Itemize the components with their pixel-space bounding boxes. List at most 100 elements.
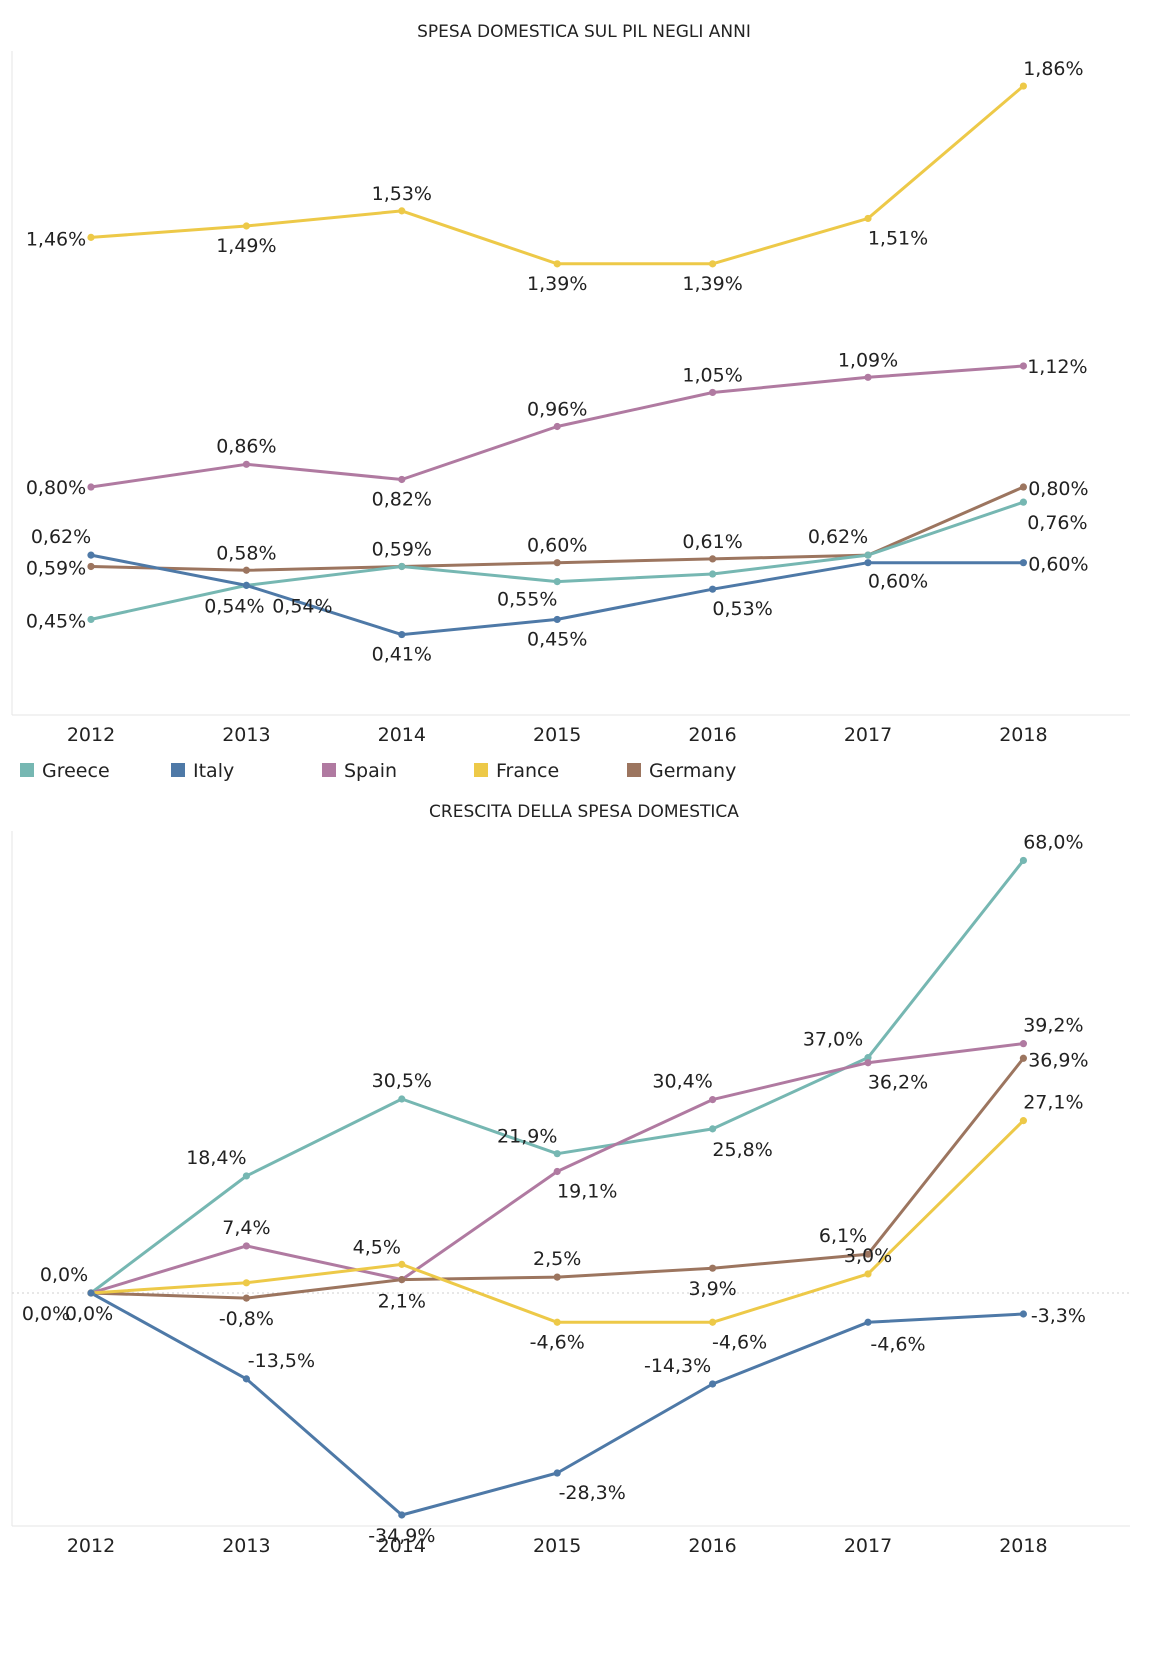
data-label: 39,2% bbox=[1023, 1015, 1083, 1037]
data-point-france bbox=[398, 207, 406, 215]
data-label: -28,3% bbox=[559, 1482, 626, 1504]
data-label: -14,3% bbox=[644, 1355, 711, 1377]
legend-item-greece: Greece bbox=[20, 760, 110, 782]
data-point-greece bbox=[398, 1095, 406, 1103]
x-tick-label: 2016 bbox=[688, 724, 736, 746]
data-point-germany bbox=[709, 555, 717, 563]
x-tick-label: 2014 bbox=[378, 1535, 426, 1557]
data-label: 1,46% bbox=[26, 228, 86, 250]
data-label: 30,4% bbox=[652, 1071, 712, 1093]
data-label: -34,9% bbox=[368, 1525, 435, 1547]
data-label: 36,9% bbox=[1028, 1049, 1088, 1071]
data-point-italy bbox=[87, 1289, 95, 1297]
x-tick-label: 2017 bbox=[844, 1535, 892, 1557]
x-tick-label: 2013 bbox=[222, 724, 270, 746]
chart-spesa-pil: SPESA DOMESTICA SUL PIL NEGLI ANNI 2012 20… bbox=[11, 22, 1130, 746]
legend-item-germany: Germany bbox=[627, 760, 736, 782]
data-point-spain bbox=[864, 373, 872, 381]
data-point-germany bbox=[1019, 483, 1027, 491]
data-point-germany bbox=[553, 1273, 561, 1281]
data-point-france bbox=[242, 222, 250, 230]
legend-item-spain: Spain bbox=[322, 760, 397, 782]
data-label: 3,9% bbox=[688, 1278, 736, 1300]
data-point-spain bbox=[398, 475, 406, 484]
data-label: 0,0% bbox=[22, 1303, 70, 1325]
data-label: 0,60% bbox=[868, 571, 928, 593]
data-label: 2,1% bbox=[378, 1291, 426, 1313]
data-label: 1,51% bbox=[868, 227, 928, 249]
data-label: 0,58% bbox=[216, 542, 276, 564]
data-label: 3,0% bbox=[844, 1245, 892, 1267]
data-label: 0,62% bbox=[808, 526, 868, 548]
data-point-spain bbox=[864, 1059, 872, 1067]
data-point-france bbox=[1019, 82, 1027, 90]
data-label: -4,6% bbox=[712, 1331, 767, 1353]
data-label: 30,5% bbox=[372, 1070, 432, 1092]
data-label: 1,86% bbox=[1023, 58, 1083, 80]
data-label: 0,76% bbox=[1027, 512, 1087, 534]
data-point-spain bbox=[242, 1242, 250, 1250]
legend-label: Italy bbox=[193, 760, 234, 782]
data-label: 7,4% bbox=[222, 1217, 270, 1239]
data-point-greece bbox=[242, 1172, 250, 1180]
data-label: 21,9% bbox=[497, 1126, 557, 1148]
data-point-italy bbox=[398, 1511, 406, 1519]
data-point-greece bbox=[1019, 856, 1027, 865]
data-label: 0,60% bbox=[1028, 554, 1088, 576]
legend-swatch bbox=[627, 763, 641, 777]
data-point-italy bbox=[87, 551, 95, 559]
legend-swatch bbox=[171, 763, 185, 777]
data-point-italy bbox=[709, 1380, 717, 1388]
data-label: 0,80% bbox=[1028, 478, 1088, 500]
legend-swatch bbox=[20, 763, 34, 777]
data-point-greece bbox=[553, 578, 561, 586]
legend-swatch bbox=[322, 763, 336, 777]
data-point-italy bbox=[242, 581, 250, 589]
chart-title: SPESA DOMESTICA SUL PIL NEGLI ANNI bbox=[417, 22, 751, 42]
data-point-france bbox=[864, 1270, 872, 1278]
legend-swatch bbox=[474, 763, 488, 777]
data-point-france bbox=[398, 1260, 406, 1268]
data-point-italy bbox=[1019, 1310, 1027, 1318]
legend-label: Greece bbox=[42, 760, 110, 782]
data-label: 0,96% bbox=[527, 399, 587, 421]
data-point-spain bbox=[553, 422, 561, 431]
data-point-germany bbox=[553, 559, 561, 567]
x-tick-label: 2016 bbox=[688, 1535, 736, 1557]
data-point-greece bbox=[398, 562, 406, 571]
data-label: 0,62% bbox=[31, 526, 91, 548]
data-point-italy bbox=[1019, 559, 1027, 567]
data-label: 0,0% bbox=[65, 1303, 113, 1325]
data-point-spain bbox=[87, 483, 95, 491]
data-label: 0,53% bbox=[712, 598, 772, 620]
data-label: 0,55% bbox=[497, 589, 557, 611]
x-tick-label: 2014 bbox=[378, 724, 426, 746]
data-point-germany bbox=[242, 566, 250, 574]
data-label: 19,1% bbox=[557, 1181, 617, 1203]
data-label: 0,80% bbox=[26, 477, 86, 499]
data-label: 25,8% bbox=[712, 1139, 772, 1161]
data-label: 1,49% bbox=[216, 235, 276, 257]
data-point-greece bbox=[864, 551, 872, 559]
data-label: 1,39% bbox=[527, 273, 587, 295]
data-point-italy bbox=[242, 1375, 250, 1383]
x-tick-label: 2012 bbox=[67, 1535, 115, 1557]
x-tick-label: 2015 bbox=[533, 724, 581, 746]
data-point-spain bbox=[709, 1096, 717, 1104]
legend-item-italy: Italy bbox=[171, 760, 234, 782]
data-point-spain bbox=[1019, 362, 1027, 370]
data-label: 0,45% bbox=[26, 610, 86, 632]
data-label: 0,41% bbox=[372, 644, 432, 666]
data-point-france bbox=[1019, 1117, 1027, 1125]
data-point-spain bbox=[553, 1167, 561, 1176]
data-label: 1,05% bbox=[682, 364, 742, 386]
data-label: 0,54% bbox=[204, 595, 264, 617]
data-point-spain bbox=[709, 388, 717, 397]
data-label: 68,0% bbox=[1023, 831, 1083, 853]
data-point-germany bbox=[1019, 1054, 1027, 1062]
data-label: -4,6% bbox=[530, 1331, 585, 1353]
data-point-france bbox=[709, 260, 717, 268]
legend: Greece Italy Spain France Germany bbox=[20, 760, 736, 782]
data-label: 18,4% bbox=[186, 1147, 246, 1169]
data-point-greece bbox=[709, 1125, 717, 1133]
